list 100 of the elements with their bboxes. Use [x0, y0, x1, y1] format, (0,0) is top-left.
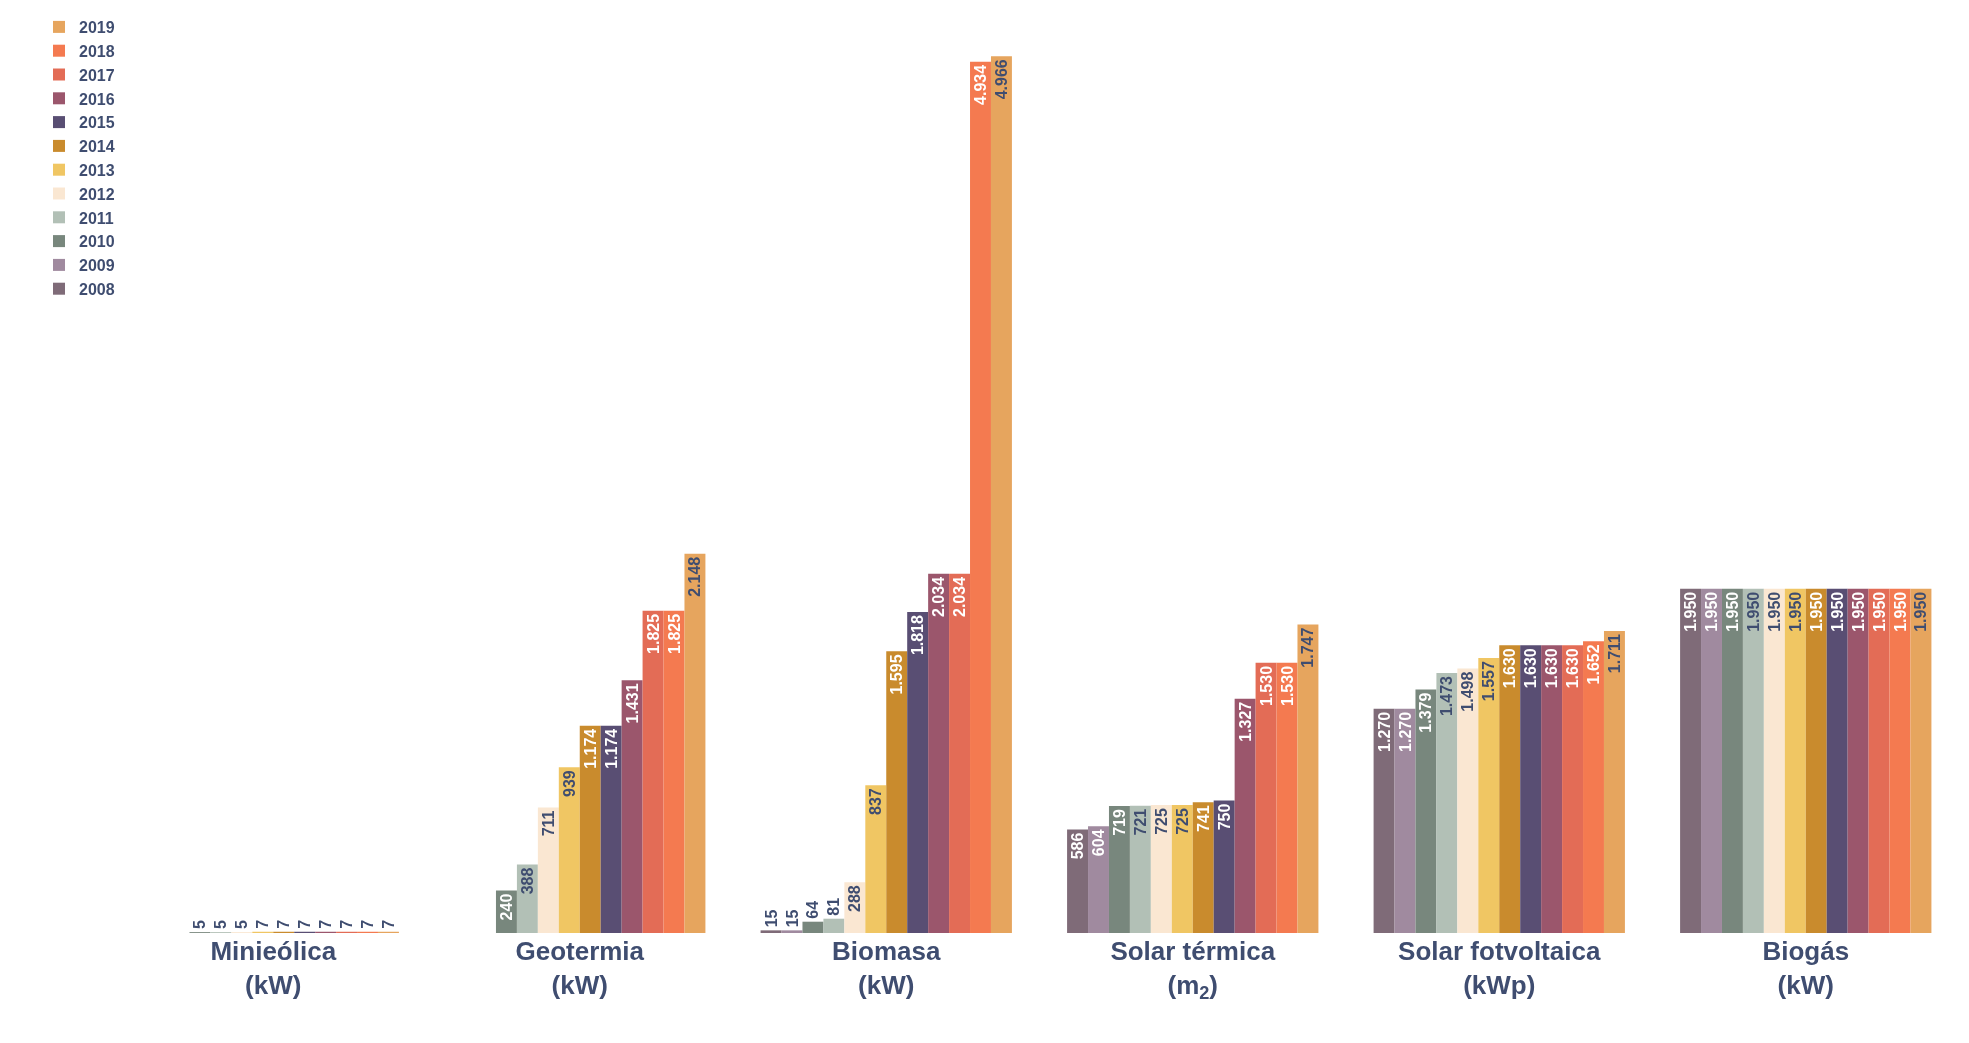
data-label: 7 [254, 919, 272, 929]
legend-label: 2014 [79, 138, 115, 156]
data-label: 1.630 [1501, 648, 1519, 689]
data-label: 7 [379, 919, 397, 929]
data-label: 1.950 [1703, 591, 1720, 632]
data-label: 240 [497, 893, 515, 921]
bar [949, 573, 971, 933]
legend-label: 2009 [79, 257, 115, 275]
bar [1603, 630, 1625, 933]
bar [537, 807, 559, 933]
bar [1847, 588, 1869, 933]
data-label: 7 [359, 919, 376, 929]
data-label: 4.966 [992, 59, 1010, 100]
data-label: 604 [1090, 829, 1107, 857]
legend-label: 2017 [79, 66, 115, 84]
bar [1129, 805, 1151, 933]
bar [970, 61, 991, 933]
bar [684, 553, 706, 933]
data-label: 1.431 [623, 683, 641, 724]
data-label: 4.934 [972, 64, 989, 105]
x-tick-label: Biogás (kW) [1762, 936, 1850, 1000]
data-label: 2.034 [930, 576, 948, 617]
data-label: 725 [1173, 807, 1191, 835]
data-label: 725 [1152, 807, 1170, 835]
bar [1701, 588, 1722, 933]
data-label: 388 [518, 867, 536, 895]
data-label: 1.630 [1522, 648, 1540, 689]
data-label: 288 [846, 885, 864, 912]
x-tick-label: Biomasa (kW) [832, 936, 941, 1000]
x-tick-label: Geotermia (kW) [515, 936, 645, 1000]
bar [1213, 800, 1235, 933]
bar [1826, 588, 1848, 933]
bar [579, 725, 601, 933]
data-label: 741 [1194, 805, 1212, 832]
x-tick-label: Solar fotvoltaica (kWp) [1398, 936, 1601, 1000]
bar [1805, 588, 1827, 933]
legend-label: 2016 [79, 90, 115, 108]
bar [1499, 645, 1521, 933]
data-label: 1.270 [1396, 711, 1414, 752]
legend-label: 2011 [79, 209, 114, 227]
bar [907, 611, 929, 933]
bar [663, 610, 685, 933]
bar [1436, 672, 1458, 933]
data-label: 1.950 [1828, 591, 1846, 632]
legend-label: 2010 [79, 233, 115, 251]
bar [1415, 689, 1437, 933]
x-tick-label: Minieólica (kW) [210, 936, 337, 1000]
data-label: 1.950 [1744, 591, 1762, 632]
legend-label: 2013 [79, 161, 115, 179]
data-label: 5 [233, 920, 251, 930]
bar [600, 725, 622, 933]
bar [621, 680, 643, 933]
data-label: 1.825 [665, 613, 683, 654]
x-tick-label: Solar térmica (m$_{2}$) [1110, 936, 1276, 1004]
data-label: 1.950 [1765, 591, 1783, 632]
data-label: 81 [825, 897, 843, 916]
data-label: 7 [275, 919, 293, 929]
bar [1763, 588, 1785, 933]
bar [1373, 708, 1395, 933]
bar [781, 930, 803, 933]
data-label: 1.950 [1723, 591, 1741, 632]
bar [1721, 588, 1743, 933]
data-label: 7 [338, 919, 356, 929]
data-label: 1.818 [909, 614, 927, 656]
bar [1088, 826, 1109, 933]
data-label: 837 [867, 788, 885, 816]
data-label: 1.711 [1605, 633, 1623, 674]
data-label: 1.652 [1585, 644, 1602, 685]
bar [1910, 588, 1932, 933]
bar [1457, 668, 1479, 933]
bar [1478, 658, 1500, 933]
bar [760, 930, 782, 933]
legend-label: 2012 [79, 185, 115, 203]
data-label: 1.630 [1564, 648, 1582, 689]
data-label: 1.379 [1417, 692, 1435, 733]
bar [1150, 804, 1172, 933]
data-label: 1.950 [1870, 591, 1888, 632]
data-label: 1.473 [1438, 675, 1456, 717]
data-label: 2.148 [686, 556, 704, 597]
bar [1742, 588, 1764, 933]
bar [1234, 698, 1256, 933]
legend-label: 2018 [79, 42, 115, 60]
data-label: 1.630 [1543, 648, 1561, 689]
bar [823, 918, 845, 933]
data-label: 1.950 [1807, 591, 1825, 632]
data-label: 750 [1215, 803, 1233, 831]
bar [642, 610, 664, 933]
data-label: 1.174 [602, 728, 620, 769]
data-label: 1.595 [888, 654, 906, 695]
bar [1541, 645, 1563, 933]
data-label: 7 [317, 919, 335, 929]
data-label: 1.950 [1912, 591, 1930, 632]
data-label: 711 [539, 810, 557, 837]
bar [1276, 662, 1298, 933]
data-label: 1.950 [1682, 591, 1700, 632]
data-label: 1.950 [1891, 591, 1909, 632]
data-label: 721 [1131, 808, 1149, 836]
legend-label: 2019 [79, 19, 115, 37]
data-label: 1.498 [1459, 671, 1477, 712]
data-label: 1.950 [1786, 591, 1804, 632]
